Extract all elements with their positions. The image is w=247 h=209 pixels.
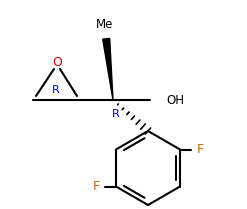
Text: F: F [196,143,204,156]
Text: Me: Me [96,18,114,31]
Text: OH: OH [166,93,184,107]
Text: R: R [52,85,60,95]
Text: R: R [112,109,120,119]
Text: F: F [92,180,100,193]
Polygon shape [103,38,113,100]
Text: O: O [52,56,62,69]
